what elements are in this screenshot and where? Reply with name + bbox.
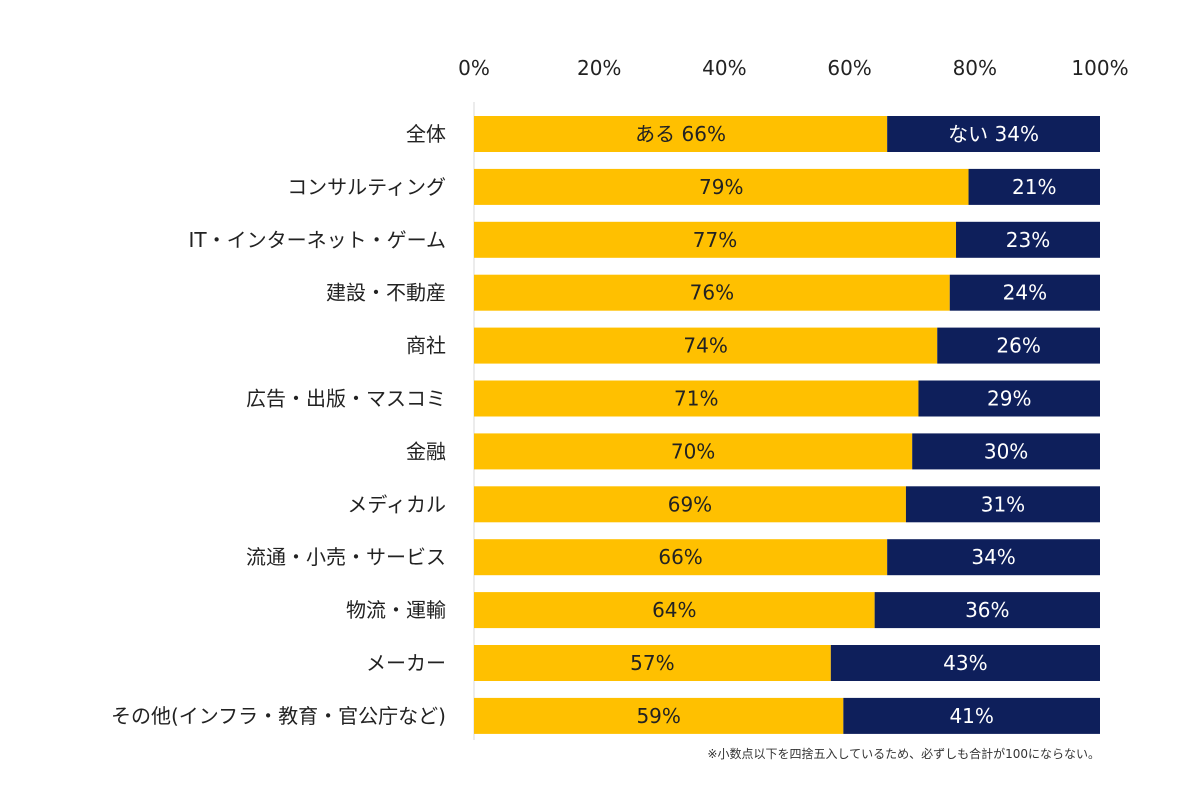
bar-value-label: 34% bbox=[971, 545, 1015, 569]
bar-value-label: 23% bbox=[1006, 228, 1050, 252]
bar-value-label: 59% bbox=[636, 704, 680, 728]
bar-value-label: 26% bbox=[996, 334, 1040, 358]
bar-segment-no bbox=[937, 327, 1100, 364]
bar-segment-yes bbox=[474, 116, 888, 152]
bar-value-label: 36% bbox=[965, 598, 1009, 622]
bars bbox=[474, 116, 1100, 734]
bar-segment-no bbox=[887, 116, 1100, 152]
x-tick-label: 100% bbox=[1071, 56, 1128, 80]
bar-value-label: 43% bbox=[943, 651, 987, 675]
bar-value-label: ない 34% bbox=[948, 122, 1039, 146]
category-label: 流通・小売・サービス bbox=[246, 545, 446, 569]
bar-segment-no bbox=[887, 539, 1100, 576]
bar-value-label: 66% bbox=[658, 545, 702, 569]
category-label: 物流・運輸 bbox=[346, 598, 446, 622]
category-label: IT・インターネット・ゲーム bbox=[188, 228, 446, 252]
bar-segment-no bbox=[874, 592, 1100, 629]
category-label: メディカル bbox=[347, 492, 446, 516]
x-tick-label: 0% bbox=[458, 56, 490, 80]
x-tick-label: 80% bbox=[953, 56, 997, 80]
bar-value-label: 41% bbox=[949, 704, 993, 728]
bar-value-label: 71% bbox=[674, 387, 718, 411]
bar-labels: ある 66% ない 34% 79% 21% 77% 23% 76% 24% 74% 26% 71% 2… bbox=[630, 122, 1056, 728]
bar-value-label: ある 66% bbox=[635, 122, 726, 146]
bar-segment-no bbox=[918, 380, 1100, 417]
bar-value-label: 29% bbox=[987, 387, 1031, 411]
category-label: 建設・不動産 bbox=[326, 281, 446, 305]
bar-segment-yes bbox=[474, 168, 969, 205]
bar-segment-yes bbox=[474, 380, 919, 417]
bar-segment-no bbox=[843, 697, 1100, 734]
bar-value-label: 30% bbox=[984, 439, 1028, 463]
category-label: 広告・出版・マスコミ bbox=[246, 387, 446, 411]
x-tick-label: 60% bbox=[827, 56, 871, 80]
bar-value-label: 79% bbox=[699, 175, 743, 199]
bar-segment-no bbox=[949, 274, 1100, 311]
x-tick-label: 40% bbox=[702, 56, 746, 80]
category-label: その他(インフラ・教育・官公庁など) bbox=[111, 704, 446, 728]
bar-value-label: 76% bbox=[690, 281, 734, 305]
bar-segment-yes bbox=[474, 221, 957, 258]
bar-segment-yes bbox=[474, 645, 831, 681]
bar-segment-no bbox=[830, 645, 1100, 681]
x-axis-ticks: 0% 20% 40% 60% 80% 100% bbox=[458, 56, 1128, 80]
bar-value-label: 64% bbox=[652, 598, 696, 622]
category-label: 商社 bbox=[406, 334, 446, 358]
bar-value-label: 21% bbox=[1012, 175, 1056, 199]
bar-segment-yes bbox=[474, 592, 875, 629]
x-tick-label: 20% bbox=[577, 56, 621, 80]
bar-value-label: 77% bbox=[693, 228, 737, 252]
bar-value-label: 24% bbox=[1003, 281, 1047, 305]
bar-segment-no bbox=[912, 433, 1100, 470]
bar-segment-yes bbox=[474, 433, 913, 470]
bar-segment-yes bbox=[474, 327, 938, 364]
bar-segment-yes bbox=[474, 539, 888, 576]
bar-segment-yes bbox=[474, 274, 950, 311]
footnote: ※小数点以下を四捨五入しているため、必ずしも合計が100にならない。 bbox=[707, 746, 1100, 761]
bar-value-label: 31% bbox=[981, 492, 1025, 516]
bar-segment-no bbox=[956, 221, 1100, 258]
category-label: 金融 bbox=[406, 439, 446, 463]
bar-segment-no bbox=[968, 168, 1100, 205]
bar-value-label: 69% bbox=[668, 492, 712, 516]
bar-segment-no bbox=[905, 486, 1100, 523]
bar-value-label: 57% bbox=[630, 651, 674, 675]
category-label: コンサルティング bbox=[287, 175, 446, 199]
bar-value-label: 74% bbox=[683, 334, 727, 358]
bar-value-label: 70% bbox=[671, 439, 715, 463]
bar-segment-yes bbox=[474, 697, 844, 734]
category-label: メーカー bbox=[366, 651, 446, 675]
bar-segment-yes bbox=[474, 486, 906, 523]
category-label: 全体 bbox=[406, 122, 446, 146]
